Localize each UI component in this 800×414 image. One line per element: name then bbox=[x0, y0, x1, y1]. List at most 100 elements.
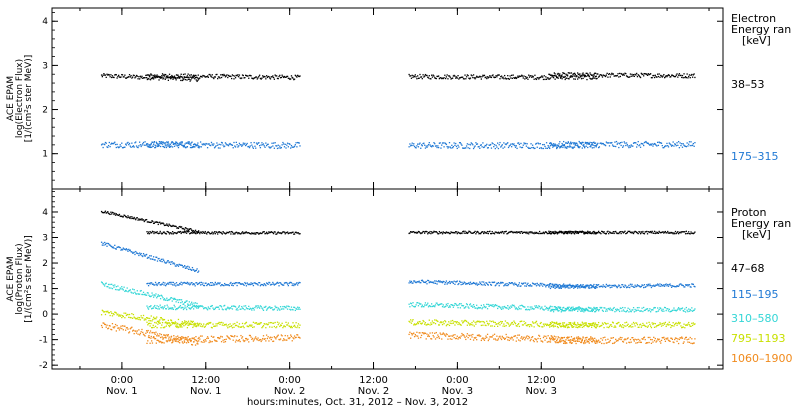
data-point bbox=[629, 76, 630, 77]
data-point bbox=[517, 309, 518, 310]
data-point bbox=[184, 305, 185, 306]
data-point bbox=[250, 308, 251, 309]
data-point bbox=[169, 299, 170, 300]
data-point bbox=[442, 233, 443, 234]
data-point bbox=[497, 308, 498, 309]
data-point bbox=[265, 306, 266, 307]
data-point bbox=[243, 143, 244, 144]
data-point bbox=[118, 327, 119, 328]
data-point bbox=[167, 77, 168, 78]
data-point bbox=[294, 146, 295, 147]
data-point bbox=[223, 285, 224, 286]
data-point bbox=[204, 341, 205, 342]
data-point bbox=[149, 147, 150, 148]
data-point bbox=[502, 325, 503, 326]
data-point bbox=[142, 256, 143, 257]
data-point bbox=[160, 322, 161, 323]
data-point bbox=[562, 324, 563, 325]
data-point bbox=[156, 257, 157, 258]
data-point bbox=[526, 232, 527, 233]
data-point bbox=[228, 324, 229, 325]
data-point bbox=[180, 326, 181, 327]
data-point bbox=[451, 323, 452, 324]
data-point bbox=[499, 142, 500, 143]
data-point bbox=[172, 342, 173, 343]
data-point bbox=[476, 282, 477, 283]
data-point bbox=[550, 322, 551, 323]
data-point bbox=[183, 146, 184, 147]
data-point bbox=[506, 231, 507, 232]
data-point bbox=[629, 145, 630, 146]
data-point bbox=[423, 321, 424, 322]
data-point bbox=[436, 147, 437, 148]
data-point bbox=[281, 308, 282, 309]
data-point bbox=[683, 285, 684, 286]
data-point bbox=[529, 309, 530, 310]
data-point bbox=[683, 77, 684, 78]
data-point bbox=[502, 231, 503, 232]
data-point bbox=[190, 147, 191, 148]
data-point bbox=[215, 323, 216, 324]
data-point bbox=[542, 285, 543, 286]
data-point bbox=[551, 325, 552, 326]
data-point bbox=[216, 142, 217, 143]
data-point bbox=[140, 319, 141, 320]
data-point bbox=[216, 284, 217, 285]
data-point bbox=[470, 77, 471, 78]
data-point bbox=[446, 304, 447, 305]
data-point bbox=[530, 284, 531, 285]
data-point bbox=[162, 296, 163, 297]
data-point bbox=[198, 340, 199, 341]
data-point bbox=[562, 310, 563, 311]
data-point bbox=[596, 78, 597, 79]
data-point bbox=[498, 148, 499, 149]
data-point bbox=[668, 146, 669, 147]
data-point bbox=[184, 342, 185, 343]
data-point bbox=[568, 324, 569, 325]
data-point bbox=[499, 74, 500, 75]
data-point bbox=[611, 142, 612, 143]
data-point bbox=[148, 295, 149, 296]
data-point bbox=[189, 305, 190, 306]
data-point bbox=[568, 327, 569, 328]
data-point bbox=[280, 282, 281, 283]
data-point bbox=[116, 286, 117, 287]
data-point bbox=[516, 326, 517, 327]
data-point bbox=[116, 248, 117, 249]
data-point bbox=[510, 324, 511, 325]
data-point bbox=[669, 75, 670, 76]
data-point bbox=[243, 285, 244, 286]
data-point bbox=[534, 233, 535, 234]
data-point bbox=[686, 284, 687, 285]
data-point bbox=[523, 282, 524, 283]
data-point bbox=[549, 326, 550, 327]
data-point bbox=[271, 146, 272, 147]
data-point bbox=[518, 284, 519, 285]
data-point bbox=[620, 233, 621, 234]
data-point bbox=[257, 144, 258, 145]
data-point bbox=[177, 75, 178, 76]
data-point bbox=[166, 233, 167, 234]
data-point bbox=[546, 79, 547, 80]
data-point bbox=[454, 321, 455, 322]
data-point bbox=[265, 78, 266, 79]
data-point bbox=[174, 306, 175, 307]
data-point bbox=[231, 78, 232, 79]
data-point bbox=[509, 308, 510, 309]
data-point bbox=[680, 142, 681, 143]
data-point bbox=[181, 326, 182, 327]
data-point bbox=[605, 311, 606, 312]
data-point bbox=[513, 284, 514, 285]
data-point bbox=[550, 288, 551, 289]
data-point bbox=[274, 148, 275, 149]
data-point bbox=[262, 75, 263, 76]
data-point bbox=[212, 232, 213, 233]
data-point bbox=[242, 231, 243, 232]
data-point bbox=[524, 285, 525, 286]
data-point bbox=[603, 231, 604, 232]
data-point bbox=[207, 147, 208, 148]
data-point bbox=[151, 320, 152, 321]
data-point bbox=[458, 78, 459, 79]
data-point bbox=[474, 145, 475, 146]
data-point bbox=[160, 231, 161, 232]
